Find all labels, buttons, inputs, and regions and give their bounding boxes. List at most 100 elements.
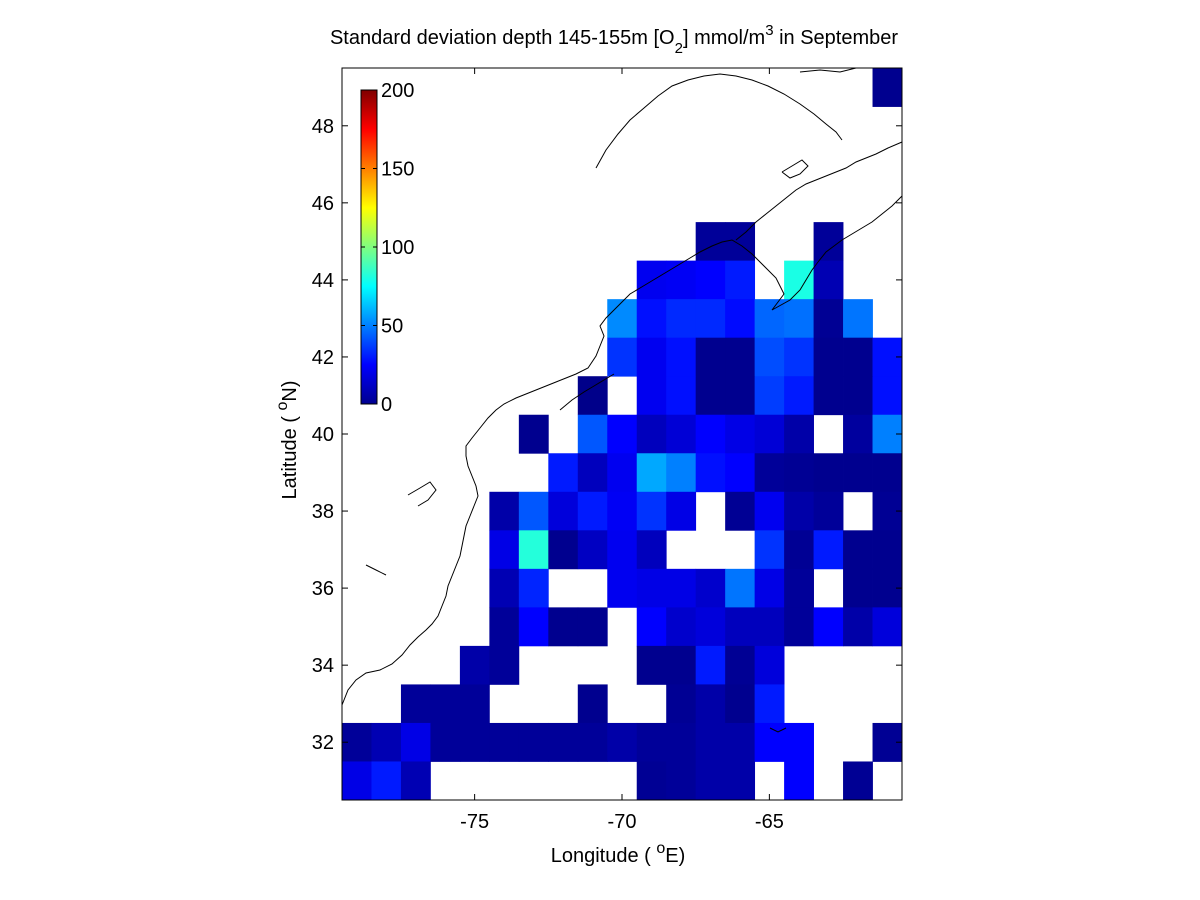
- heatmap-cell: [843, 761, 873, 801]
- heatmap-cell: [548, 453, 579, 493]
- heatmap-cell: [400, 761, 431, 801]
- heatmap-cell: [872, 376, 903, 416]
- heatmap-cell: [843, 414, 873, 454]
- heatmap-cell: [607, 414, 638, 454]
- y-tick-label: 48: [312, 116, 334, 138]
- y-tick-label: 34: [312, 655, 334, 677]
- x-axis-ticks: -75 -70 -65: [460, 68, 784, 833]
- x-label-text: Longitude (: [551, 845, 657, 867]
- heatmap-cell: [754, 645, 785, 685]
- heatmap-cell: [666, 453, 697, 493]
- heatmap-cell: [695, 761, 726, 801]
- svg-text:Latitude ( oN): Latitude ( oN): [274, 381, 301, 500]
- colorbar-tick-label: 0: [381, 394, 392, 416]
- heatmap-cell: [371, 761, 402, 801]
- colorbar-tick-label: 200: [381, 80, 414, 102]
- heatmap-cell: [784, 337, 814, 377]
- heatmap-cell: [695, 337, 726, 377]
- heatmap-cell: [548, 491, 579, 531]
- heatmap-cell: [695, 645, 726, 685]
- heatmap-cell: [666, 761, 697, 801]
- heatmap-cell: [430, 684, 461, 724]
- heatmap-cell: [784, 260, 814, 300]
- title-text-unit: ] mmol/m: [683, 27, 765, 49]
- heatmap-cell: [695, 453, 726, 493]
- heatmap-cell: [489, 530, 520, 570]
- heatmap-cell: [813, 337, 844, 377]
- heatmap-cell: [725, 453, 756, 493]
- heatmap-cell: [636, 299, 667, 339]
- heatmap-cell: [666, 645, 697, 685]
- heatmap-cell: [666, 337, 697, 377]
- heatmap-cell: [725, 568, 756, 608]
- heatmap-cell: [577, 722, 608, 762]
- heatmap-cell: [400, 684, 431, 724]
- heatmap-cell: [754, 722, 785, 762]
- heatmap-cell: [666, 376, 697, 416]
- heatmap-cell: [784, 414, 814, 454]
- heatmap-cell: [784, 761, 814, 801]
- heatmap-cell: [636, 337, 667, 377]
- heatmap-cell: [813, 453, 844, 493]
- heatmap-cell: [754, 337, 785, 377]
- heatmap-cell: [636, 453, 667, 493]
- heatmap-cell: [695, 260, 726, 300]
- heatmap-cell: [725, 645, 756, 685]
- heatmap-cell: [813, 491, 844, 531]
- x-tick-label: -65: [755, 811, 784, 833]
- heatmap-cell: [518, 491, 549, 531]
- title-subscript: 2: [675, 40, 683, 57]
- heatmap-cell: [872, 453, 903, 493]
- heatmap-cell: [636, 414, 667, 454]
- heatmap-cell: [666, 299, 697, 339]
- heatmap-cell: [548, 607, 579, 647]
- heatmap-cell: [636, 260, 667, 300]
- heatmap-cell: [607, 568, 638, 608]
- heatmap-cell: [489, 607, 520, 647]
- colorbar-tick-label: 150: [381, 159, 414, 181]
- colorbar-tick-label: 100: [381, 237, 414, 259]
- heatmap-cell: [636, 722, 667, 762]
- heatmap-cell: [666, 607, 697, 647]
- heatmap-cell: [577, 530, 608, 570]
- plot-area: -75 -70 -65 32 34 36 38 40 42 44 46 48: [312, 67, 903, 833]
- heatmap-cell: [754, 491, 785, 531]
- title-text-main: Standard deviation depth 145-155m [O: [330, 27, 675, 49]
- chart-title: Standard deviation depth 145-155m [O2] m…: [330, 22, 898, 57]
- heatmap-cell: [518, 722, 549, 762]
- y-tick-label: 32: [312, 732, 334, 754]
- heatmap-cell: [577, 414, 608, 454]
- heatmap-cell: [695, 684, 726, 724]
- heatmap-cell: [843, 453, 873, 493]
- heatmap-cells: [342, 68, 903, 801]
- x-axis-label: Longitude ( oE): [551, 840, 686, 867]
- heatmap-cell: [548, 722, 579, 762]
- title-text-month: in September: [774, 27, 899, 49]
- heatmap-cell: [784, 376, 814, 416]
- heatmap-cell: [725, 491, 756, 531]
- heatmap-cell: [400, 722, 431, 762]
- heatmap-cell: [577, 607, 608, 647]
- heatmap-cell: [666, 568, 697, 608]
- heatmap-cell: [754, 530, 785, 570]
- heatmap-cell: [577, 684, 608, 724]
- heatmap-cell: [636, 645, 667, 685]
- heatmap-cell: [725, 607, 756, 647]
- heatmap-cell: [666, 684, 697, 724]
- colorbar: 0 50 100 150 200: [360, 80, 414, 416]
- heatmap-cell: [636, 607, 667, 647]
- heatmap-cell: [725, 414, 756, 454]
- heatmap-cell: [607, 722, 638, 762]
- heatmap-cell: [607, 530, 638, 570]
- heatmap-cell: [725, 299, 756, 339]
- heatmap-cell: [872, 68, 903, 107]
- colorbar-tick-label: 50: [381, 316, 403, 338]
- heatmap-cell: [695, 568, 726, 608]
- heatmap-cell: [813, 376, 844, 416]
- y-tick-label: 46: [312, 193, 334, 215]
- y-tick-label: 42: [312, 347, 334, 369]
- heatmap-cell: [518, 414, 549, 454]
- heatmap-cell: [548, 530, 579, 570]
- heatmap-cell: [430, 722, 461, 762]
